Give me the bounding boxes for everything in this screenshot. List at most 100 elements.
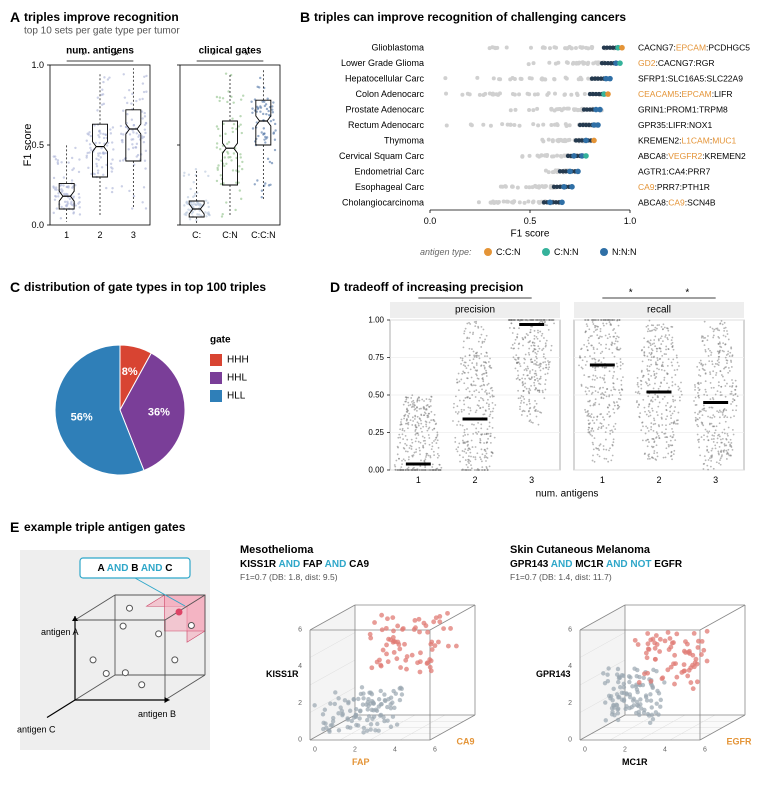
- svg-text:HLL: HLL: [227, 391, 246, 402]
- gene-triple: GPR35:LIFR:NOX1: [638, 120, 712, 130]
- gene-triple: GD2:CACNG7:RGR: [638, 58, 715, 68]
- svg-text:2: 2: [97, 230, 102, 240]
- panel-b-legend: antigen type: C:C:N C:N:N N:N:N: [420, 247, 637, 257]
- panel-d-xlabel: num. antigens: [536, 489, 599, 500]
- panel-e: Eexample triple antigen gatesantigen Ban…: [10, 519, 752, 767]
- svg-text:MC1R: MC1R: [622, 757, 648, 767]
- svg-text:0: 0: [313, 747, 317, 754]
- gene-triple: CA9:PRR7:PTH1R: [638, 182, 710, 192]
- panel-a-subtitle: top 10 sets per gate type per tumor: [24, 26, 180, 37]
- highlight-dot: [176, 609, 183, 616]
- schematic-cube: antigen Bantigen Aantigen CA AND B AND C: [17, 550, 210, 750]
- svg-text:C:N:N: C:N:N: [554, 247, 579, 257]
- svg-text:*: *: [501, 288, 505, 299]
- svg-text:56%: 56%: [71, 411, 93, 423]
- cancer-name: Thymoma: [384, 135, 424, 145]
- svg-text:1.0: 1.0: [624, 216, 637, 226]
- svg-text:antigen C: antigen C: [17, 725, 56, 735]
- svg-text:*: *: [211, 51, 215, 62]
- svg-text:EGFR: EGFR: [727, 737, 753, 747]
- gate-expression: KISS1R AND FAP AND CA9: [240, 559, 370, 570]
- svg-text:C:: C:: [192, 230, 201, 240]
- cancer-name: Esophageal Carc: [355, 182, 425, 192]
- svg-text:0.50: 0.50: [368, 391, 384, 400]
- svg-text:C:C:N: C:C:N: [496, 247, 521, 257]
- gate-meta: F1=0.7 (DB: 1.8, dist: 9.5): [240, 572, 338, 582]
- panel-e-title: example triple antigen gates: [24, 520, 186, 534]
- svg-text:4: 4: [663, 747, 667, 754]
- gene-triple: KREMEN2:L1CAM:MUC1: [638, 135, 737, 145]
- svg-text:1: 1: [64, 230, 69, 240]
- svg-text:antigen B: antigen B: [138, 709, 176, 719]
- cancer-name: Colon Adenocarc: [355, 89, 424, 99]
- scatter3d: Mesothelioma KISS1R AND FAP AND CA9 F1=0.7…: [240, 544, 475, 767]
- svg-text:*: *: [629, 288, 633, 299]
- disease-name: Mesothelioma: [240, 544, 314, 556]
- svg-text:2: 2: [623, 747, 627, 754]
- scatter3d: Skin Cutaneous MelanomaGPR143 AND MC1R A…: [510, 544, 752, 767]
- svg-text:1: 1: [600, 475, 605, 485]
- gene-triple: CACNG7:EPCAM:PCDHGC5: [638, 43, 750, 53]
- gate-meta: F1=0.7 (DB: 1.4, dist: 11.7): [510, 572, 612, 582]
- panel-b-label: B: [300, 9, 310, 25]
- panel-b-xlabel: F1 score: [511, 229, 550, 240]
- gene-triple: SFRP1:SLC16A5:SLC22A9: [638, 74, 743, 84]
- panel-c-legend: gateHHHHHLHLL: [210, 335, 249, 403]
- svg-text:6: 6: [298, 627, 302, 634]
- gene-triple: CEACAM5:EPCAM:LIFR: [638, 89, 733, 99]
- svg-text:0: 0: [583, 747, 587, 754]
- svg-text:*: *: [245, 51, 249, 62]
- svg-text:3: 3: [131, 230, 136, 240]
- panel-b: Btriples can improve recognition of chal…: [300, 9, 750, 257]
- panel-a: Atriples improve recognition top 10 sets …: [10, 9, 280, 240]
- svg-text:HHL: HHL: [227, 373, 247, 384]
- cancer-name: Lower Grade Glioma: [341, 58, 424, 68]
- svg-text:C:N: C:N: [222, 230, 238, 240]
- svg-text:3: 3: [713, 475, 718, 485]
- panel-d-label: D: [330, 279, 340, 295]
- svg-text:precision: precision: [455, 305, 495, 316]
- panel-c-title: distribution of gate types in top 100 tr…: [24, 280, 266, 294]
- svg-text:recall: recall: [647, 305, 671, 316]
- svg-text:2: 2: [353, 747, 357, 754]
- svg-text:6: 6: [703, 747, 707, 754]
- panel-a-label: A: [10, 9, 20, 25]
- svg-text:0: 0: [298, 737, 302, 744]
- svg-text:8%: 8%: [122, 366, 138, 378]
- panel-d-title: tradeoff of increasing precision: [344, 280, 523, 294]
- panel-d: Dtradeoff of increasing precision precisi…: [330, 279, 744, 500]
- svg-text:2: 2: [472, 475, 477, 485]
- panel-a-title: triples improve recognition: [24, 10, 179, 24]
- svg-text:*: *: [445, 288, 449, 299]
- cancer-name: Prostate Adenocarc: [345, 105, 424, 115]
- svg-text:*: *: [81, 51, 85, 62]
- svg-text:0.00: 0.00: [368, 466, 384, 475]
- svg-text:*: *: [685, 288, 689, 299]
- svg-text:HHH: HHH: [227, 355, 249, 366]
- panel-e-label: E: [10, 519, 19, 535]
- svg-text:GPR143: GPR143: [536, 669, 571, 679]
- svg-text:0.0: 0.0: [424, 216, 437, 226]
- svg-text:0.5: 0.5: [524, 216, 537, 226]
- cancer-name: Cervical Squam Carc: [339, 151, 425, 161]
- cancer-name: Cholangiocarcinoma: [342, 197, 424, 207]
- svg-text:KISS1R: KISS1R: [266, 669, 299, 679]
- svg-text:C:C:N: C:C:N: [251, 230, 276, 240]
- svg-text:1.0: 1.0: [31, 60, 44, 70]
- gene-triple: AGTR1:CA4:PRR7: [638, 166, 711, 176]
- svg-text:0.0: 0.0: [31, 220, 44, 230]
- subplot-title: clinical gates: [199, 46, 262, 57]
- svg-text:2: 2: [298, 700, 302, 707]
- cancer-name: Rectum Adenocarc: [348, 120, 425, 130]
- cancer-name: Glioblastoma: [371, 43, 424, 53]
- subplot-title: num. antigens: [66, 46, 134, 57]
- svg-text:6: 6: [433, 747, 437, 754]
- panel-c: Cdistribution of gate types in top 100 t…: [10, 279, 266, 475]
- panel-a-ylabel: F1 score: [22, 124, 34, 167]
- gene-triple: ABCA8:VEGFR2:KREMEN2: [638, 151, 746, 161]
- svg-text:6: 6: [568, 627, 572, 634]
- svg-text:1.00: 1.00: [368, 316, 384, 325]
- svg-text:1: 1: [416, 475, 421, 485]
- svg-text:antigen type:: antigen type:: [420, 247, 472, 257]
- svg-text:N:N:N: N:N:N: [612, 247, 637, 257]
